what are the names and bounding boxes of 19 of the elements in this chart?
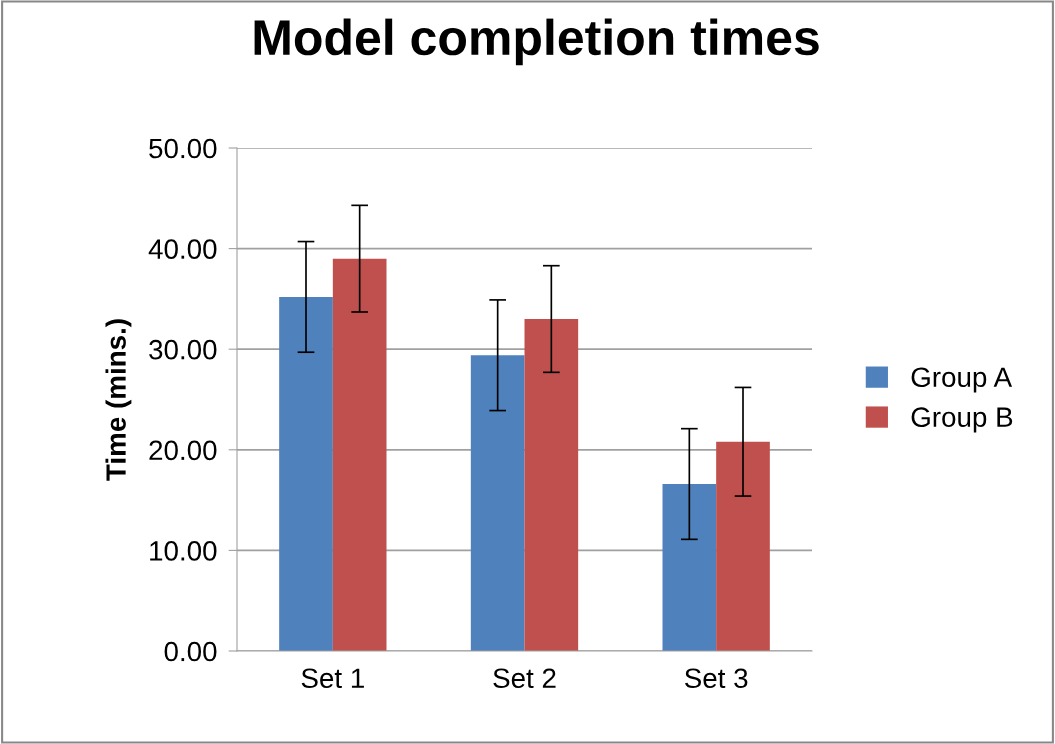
bar: [279, 296, 333, 651]
x-tick-label: Set 2: [493, 668, 556, 689]
bar: [524, 319, 579, 651]
legend-label: Group A: [911, 367, 1013, 393]
y-axis-title: Time (mins.): [105, 319, 132, 481]
bar: [716, 441, 770, 651]
bar: [332, 258, 387, 651]
y-tick-label: 30.00: [149, 339, 217, 360]
x-tick-label: Set 1: [301, 668, 364, 689]
bar: [662, 484, 717, 651]
y-tick-label: 40.00: [148, 239, 217, 259]
legend-label: Group B: [911, 407, 1013, 433]
x-tick-label: Set 3: [685, 668, 748, 689]
chart-title: Model completion times: [254, 18, 819, 66]
y-tick-label: 0.00: [164, 641, 217, 662]
bar: [470, 355, 525, 651]
y-tick-label: 50.00: [149, 138, 217, 159]
y-tick-label: 20.00: [149, 440, 217, 461]
y-tick-label: 10.00: [150, 541, 217, 561]
